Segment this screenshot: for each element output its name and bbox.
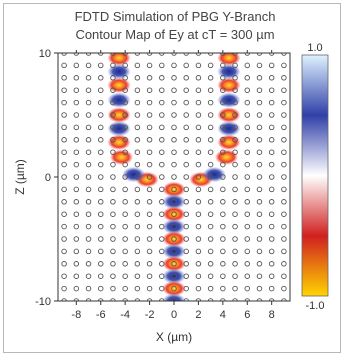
x-tick-label: 8 xyxy=(269,309,275,321)
x-tick-label: 6 xyxy=(244,309,250,321)
x-tick-label: -4 xyxy=(120,309,130,321)
x-axis-label: X (µm) xyxy=(156,330,192,344)
field-lobe-19 xyxy=(107,92,130,107)
y-tick-label: -10 xyxy=(35,296,51,308)
colorbar-gradient xyxy=(302,55,328,296)
plot-area xyxy=(58,50,290,308)
colorbar-max-label: 1.0 xyxy=(307,42,322,54)
colorbar-min-label: -1.0 xyxy=(306,300,325,312)
y-tick-label: 0 xyxy=(45,172,51,184)
field-lobe-27 xyxy=(217,92,240,107)
field-lobe-24 xyxy=(217,135,240,150)
x-tick-label: -2 xyxy=(145,309,155,321)
y-tick-label: 10 xyxy=(39,48,51,60)
y-axis-label: Z (µm) xyxy=(13,159,27,195)
x-tick-label: 2 xyxy=(195,309,201,321)
x-tick-label: -8 xyxy=(71,309,81,321)
x-tick-label: 4 xyxy=(220,309,226,321)
field-lobe-16 xyxy=(107,135,130,150)
colorbar: 1.0 -1.0 xyxy=(302,42,328,312)
x-tick-label: -6 xyxy=(96,309,106,321)
x-tick-label: 0 xyxy=(171,309,177,321)
